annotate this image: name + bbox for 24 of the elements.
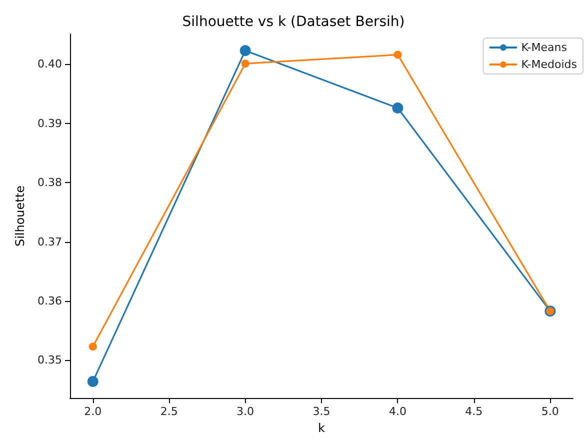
x-tick-label: 3.0 [236, 405, 254, 418]
chart-title: Silhouette vs k (Dataset Bersih) [182, 14, 405, 30]
x-tick-label: 2.5 [160, 405, 178, 418]
point [240, 45, 251, 56]
x-tick-label: 4.5 [465, 405, 483, 418]
y-axis-title: Silhouette [13, 186, 27, 247]
legend-label: K-Means [521, 41, 568, 54]
legend-label: K-Medoids [521, 58, 578, 71]
y-tick-label: 0.36 [38, 294, 62, 308]
y-tick-label: 0.35 [38, 354, 62, 367]
y-tick-label: 0.40 [38, 58, 62, 71]
point [87, 376, 98, 388]
x-tick-label: 4.0 [388, 405, 406, 418]
point [88, 342, 97, 351]
y-tick-label: 0.39 [38, 116, 62, 130]
point [394, 50, 402, 59]
y-tick-label: 0.37 [38, 235, 62, 248]
x-tick-label: 3.5 [312, 405, 330, 418]
x-axis-title: k [318, 421, 326, 435]
x-tick-label: 2.0 [84, 405, 102, 418]
x-tick-label: 5.0 [541, 405, 559, 418]
y-tick-label: 0.38 [38, 176, 62, 190]
point [392, 102, 404, 114]
point [241, 60, 250, 68]
